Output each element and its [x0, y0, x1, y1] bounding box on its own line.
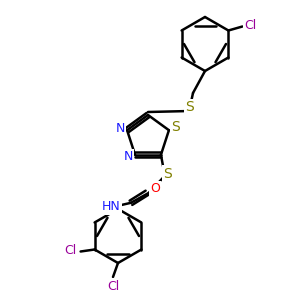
Text: Cl: Cl: [107, 280, 119, 292]
Text: N: N: [116, 122, 125, 135]
Text: Cl: Cl: [64, 244, 77, 257]
Text: N: N: [123, 150, 133, 163]
Text: HN: HN: [102, 200, 120, 213]
Text: S: S: [164, 167, 172, 181]
Text: S: S: [186, 100, 194, 114]
Text: S: S: [172, 120, 180, 134]
Text: Cl: Cl: [244, 19, 256, 32]
Text: O: O: [150, 182, 160, 195]
